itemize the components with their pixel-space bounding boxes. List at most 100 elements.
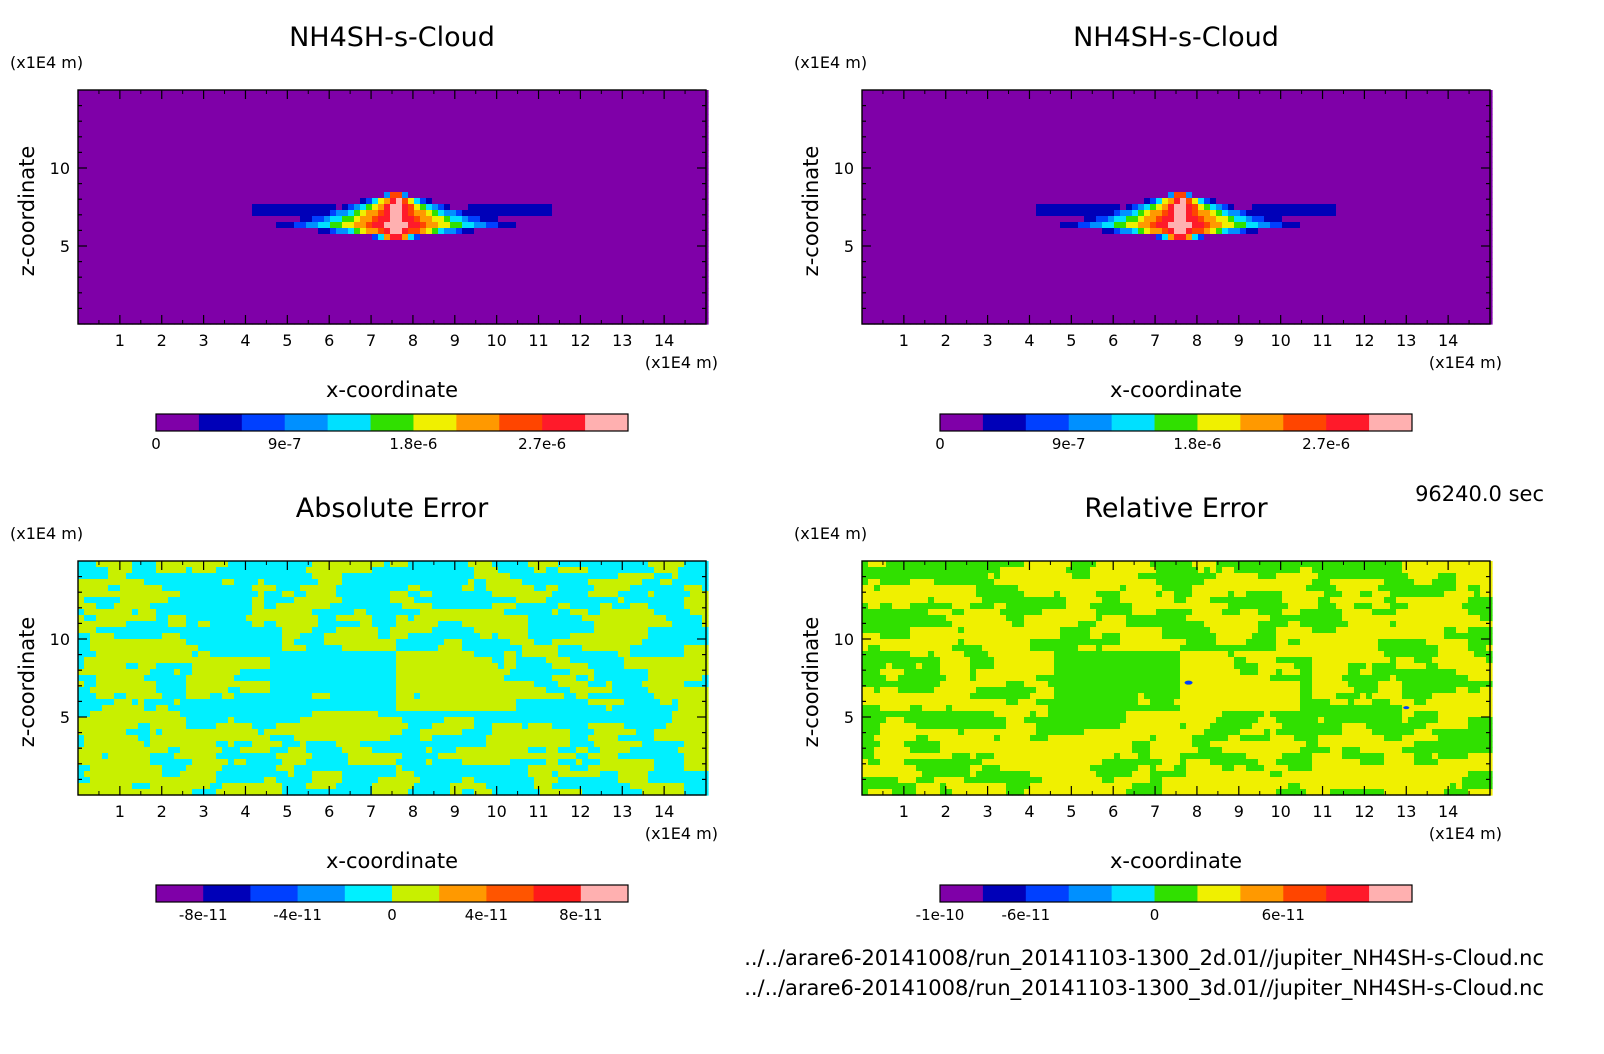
field-cell [1426,114,1433,121]
field-cell [612,288,619,295]
field-cell [456,90,463,97]
field-cell [898,114,905,121]
field-cell [354,162,361,169]
field-cell [642,186,649,193]
field-cell [606,222,613,229]
field-cell [880,108,887,115]
field-cell [444,318,451,325]
field-cell [588,240,595,247]
field-cell [318,216,325,223]
field-cell [642,246,649,253]
field-cell [1378,96,1385,103]
field-cell [504,312,511,319]
field-cell [180,258,187,265]
field-cell [570,132,577,139]
field-cell [378,234,385,241]
field-cell [102,312,109,319]
field-cell [970,96,977,103]
field-cell [1174,102,1181,109]
field-cell [438,162,445,169]
field-cell [600,168,607,175]
field-cell [486,108,493,115]
field-cell [384,270,391,277]
field-cell [162,150,169,157]
field-cell [958,114,965,121]
field-cell [126,300,133,307]
field-cell [96,162,103,169]
field-cell [1318,96,1325,103]
field-cell [540,294,547,301]
field-cell [534,156,541,163]
field-cell [240,318,247,325]
field-cell [540,270,547,277]
field-cell [84,126,91,133]
field-cell [354,228,361,235]
field-cell [264,180,271,187]
field-cell [378,258,385,265]
field-cell [1210,90,1217,97]
field-cell [162,96,169,103]
field-cell [940,96,947,103]
field-cell [964,114,971,121]
field-cell [696,210,703,217]
field-cell [240,120,247,127]
field-cell [630,102,637,109]
field-cell [168,240,175,247]
field-cell [1222,126,1229,133]
field-cell [294,144,301,151]
field-cell [588,318,595,325]
field-cell [294,318,301,325]
field-cell [654,138,661,145]
field-cell [1318,126,1325,133]
field-cell [516,270,523,277]
field-cell [1198,108,1205,115]
field-cell [426,252,433,259]
field-cell [102,216,109,223]
field-cell [234,306,241,313]
field-cell [396,216,403,223]
field-cell [366,228,373,235]
field-cell [558,150,565,157]
field-cell [114,300,121,307]
field-cell [264,144,271,151]
field-cell [222,144,229,151]
field-cell [588,222,595,229]
field-cell [324,222,331,229]
field-cell [474,180,481,187]
field-cell [408,180,415,187]
field-cell [354,108,361,115]
field-cell [630,204,637,211]
field-cell [480,108,487,115]
field-cell [318,174,325,181]
field-cell [618,246,625,253]
field-cell [636,246,643,253]
field-cell [492,150,499,157]
field-cell [648,318,655,325]
x-tick-label: 14 [654,331,674,350]
field-cell [462,240,469,247]
field-cell [564,138,571,145]
field-cell [132,288,139,295]
field-cell [414,282,421,289]
field-cell [1288,126,1295,133]
field-cell [258,300,265,307]
field-cell [342,192,349,199]
field-cell [78,294,85,301]
field-cell [354,294,361,301]
field-cell [168,156,175,163]
field-cell [636,240,643,247]
field-cell [1108,114,1115,121]
field-cell [1390,120,1397,127]
field-cell [582,96,589,103]
field-cell [976,126,983,133]
field-cell [390,102,397,109]
field-cell [366,294,373,301]
field-cell [258,204,265,211]
field-cell [270,144,277,151]
field-cell [348,162,355,169]
field-cell [636,180,643,187]
field-cell [552,114,559,121]
field-cell [438,150,445,157]
field-cell [636,90,643,97]
field-cell [874,102,881,109]
